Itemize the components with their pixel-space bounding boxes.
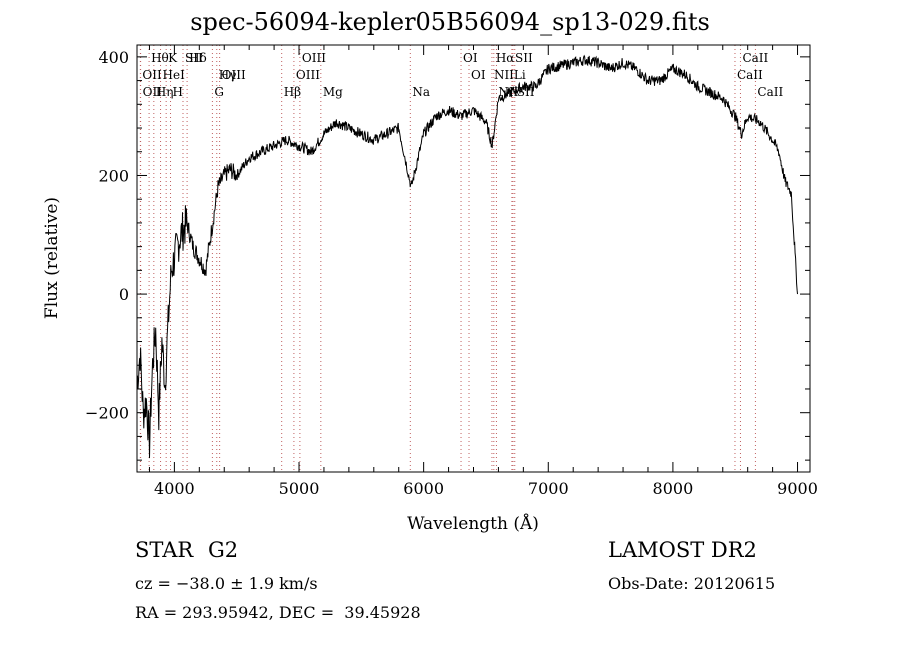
y-tick-label: 400 bbox=[98, 48, 129, 67]
y-tick-label: 0 bbox=[119, 285, 129, 304]
y-axis: −200 0 200 400 bbox=[85, 48, 810, 461]
spectral-subclass: G2 bbox=[208, 538, 239, 562]
spectral-line-label: NII bbox=[494, 68, 514, 82]
spectral-line-label: Hβ bbox=[284, 85, 301, 99]
spectral-line-label: OI bbox=[471, 68, 486, 82]
spectral-line-label: Hα bbox=[496, 51, 515, 65]
spectral-line-label: OIII bbox=[302, 51, 326, 65]
spectral-line-label: OIII bbox=[222, 68, 246, 82]
y-axis-label: Flux (relative) bbox=[42, 197, 62, 319]
x-tick-label: 9000 bbox=[777, 479, 818, 498]
spectral-line-label: SII bbox=[517, 85, 535, 99]
spectral-line-label: Li bbox=[514, 68, 526, 82]
redshift-velocity: cz = −38.0 ± 1.9 km/s bbox=[135, 574, 318, 593]
x-tick-label: 5000 bbox=[279, 479, 320, 498]
spectral-line-label: OI bbox=[463, 51, 478, 65]
spectral-line-label: Hη bbox=[156, 85, 174, 99]
y-tick-label: 200 bbox=[98, 166, 129, 185]
x-tick-label: 6000 bbox=[403, 479, 444, 498]
spectral-line-label: OII bbox=[142, 68, 162, 82]
x-tick-label: 4000 bbox=[154, 479, 195, 498]
spectral-line-label: Hδ bbox=[189, 51, 207, 65]
y-tick-label: −200 bbox=[85, 404, 129, 423]
x-tick-label: 7000 bbox=[528, 479, 569, 498]
spectral-line-label: CaII bbox=[737, 68, 763, 82]
spectral-line-label: H bbox=[173, 85, 183, 99]
spectral-line-label: SII bbox=[185, 51, 203, 65]
spectral-line-label: G bbox=[214, 85, 224, 99]
object-type: STAR bbox=[135, 538, 194, 562]
spectral-line-label: NII bbox=[498, 85, 518, 99]
spectral-line-label: Hγ bbox=[219, 68, 237, 82]
spectral-line-markers bbox=[139, 45, 756, 472]
spectral-line-label: SII bbox=[515, 51, 533, 65]
survey-name: LAMOST DR2 bbox=[608, 538, 757, 562]
spectral-line-label: K bbox=[168, 51, 178, 65]
ra-dec-coordinates: RA = 293.95942, DEC = 39.45928 bbox=[135, 603, 421, 622]
x-axis-label: Wavelength (Å) bbox=[407, 513, 539, 534]
spectral-line-label: CaII bbox=[742, 51, 768, 65]
spectrum-line bbox=[136, 54, 798, 459]
observation-date: Obs-Date: 20120615 bbox=[608, 574, 776, 593]
x-tick-label: 8000 bbox=[653, 479, 694, 498]
spectral-line-label: CaII bbox=[757, 85, 783, 99]
spectral-line-label: Mg bbox=[323, 85, 343, 99]
spectral-line-label: HeI bbox=[163, 68, 186, 82]
spectral-line-label: OII bbox=[143, 85, 163, 99]
spectral-line-label: OIII bbox=[296, 68, 320, 82]
chart-title: spec-56094-kepler05B56094_sp13-029.fits bbox=[190, 8, 710, 36]
spectral-line-label: Na bbox=[412, 85, 430, 99]
spectral-line-label: Hθ bbox=[151, 51, 169, 65]
plot-frame bbox=[136, 44, 811, 473]
x-axis: 4000 5000 6000 7000 8000 9000 bbox=[148, 45, 818, 498]
